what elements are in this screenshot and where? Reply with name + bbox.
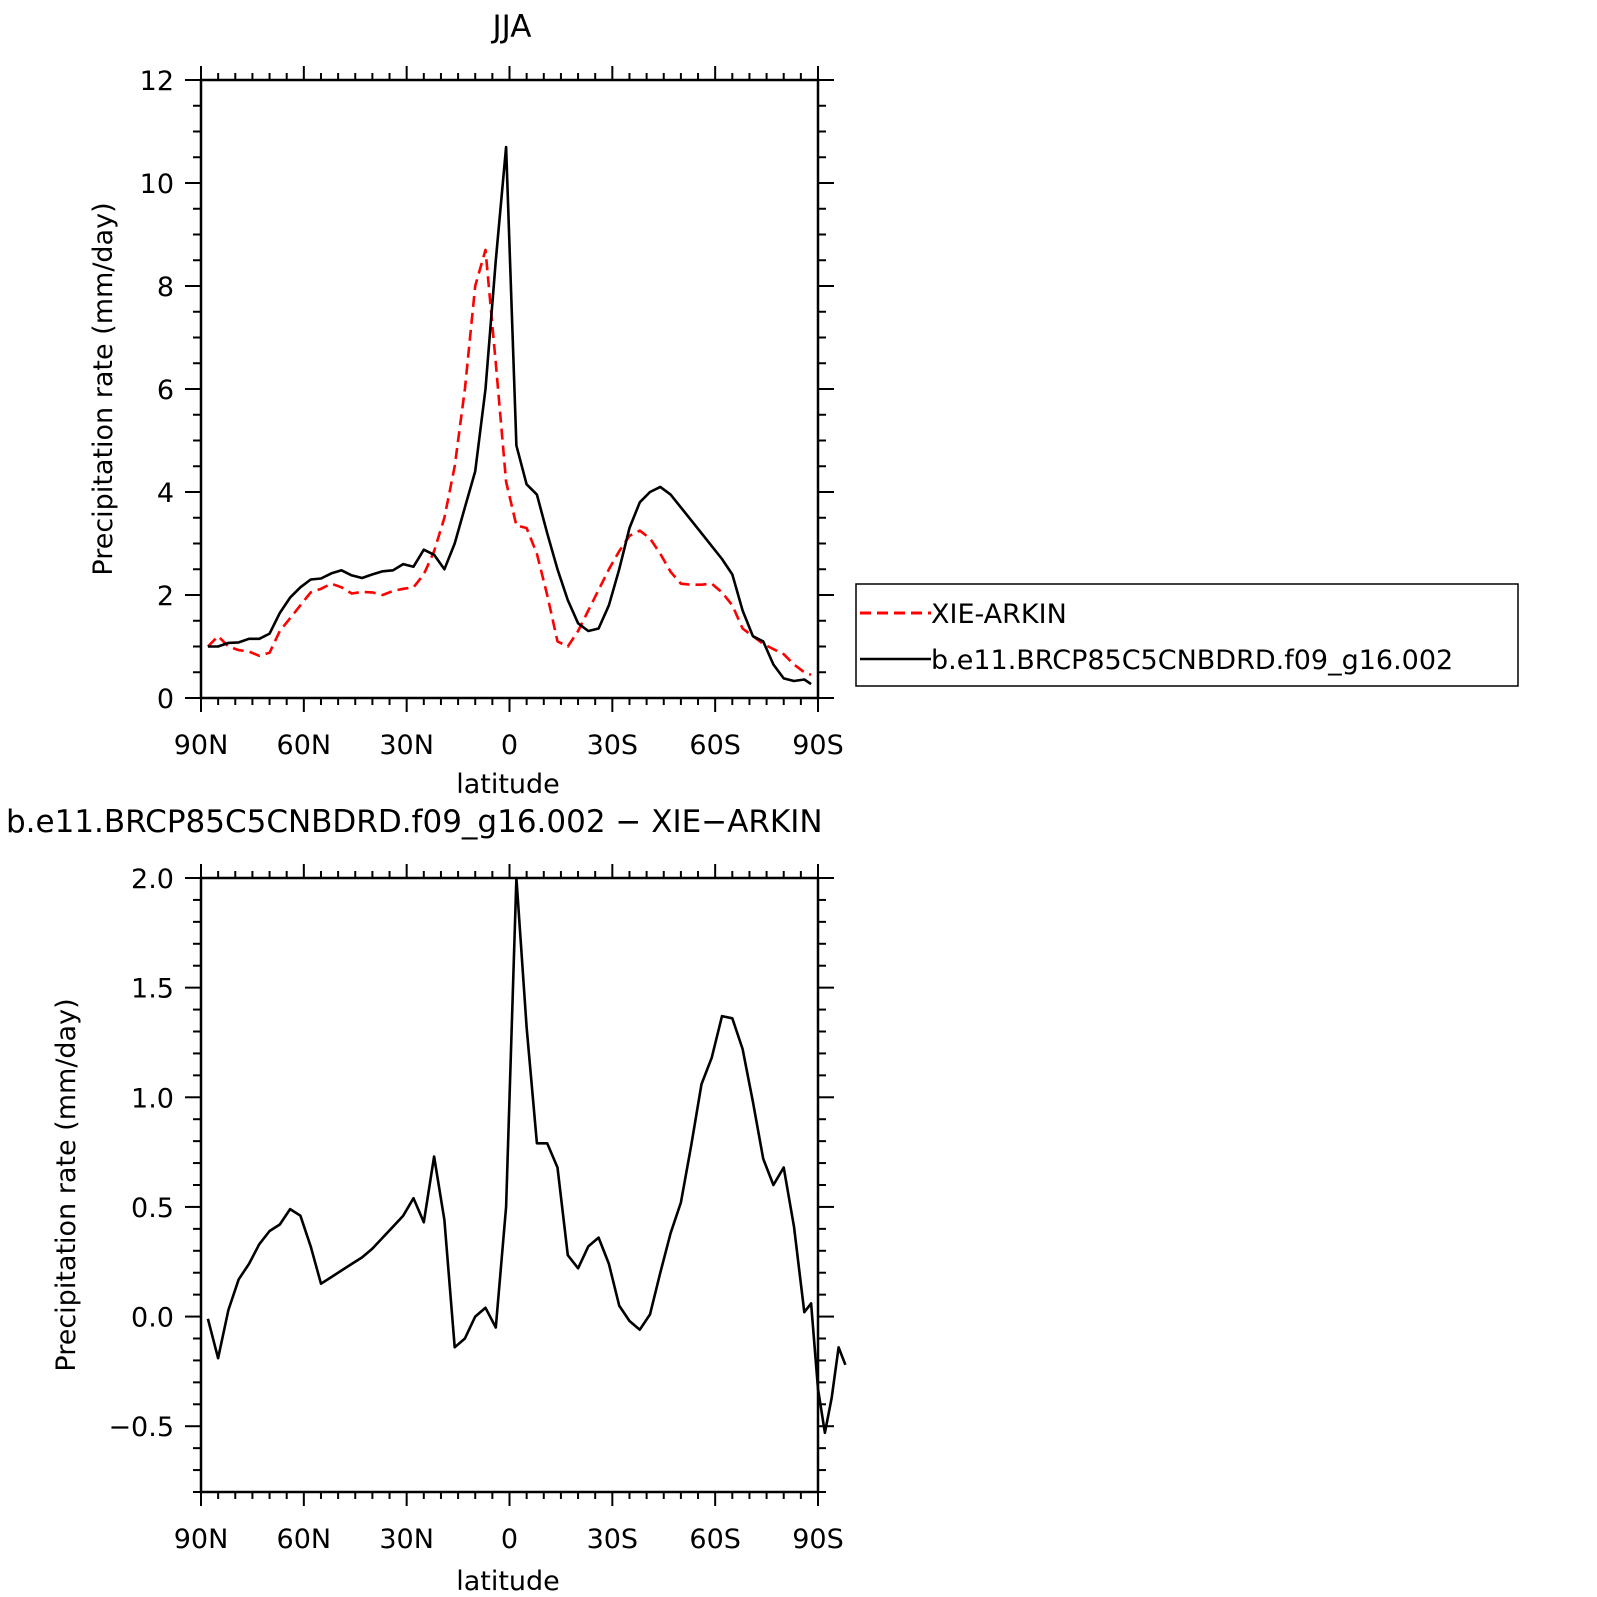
top-y-tick-label: 12	[140, 66, 174, 97]
top-y-tick-label: 4	[157, 478, 174, 509]
top-panel: JJA 90N 60N 30N 0 30S 60S 90S 0 2 4 6 8 10 12 latitu…	[88, 9, 1519, 800]
top-y-tick-label: 2	[157, 581, 174, 612]
bottom-y-tick-labels: −0.5 0.0 0.5 1.0 1.5 2.0	[108, 864, 174, 1443]
bottom-x-tick-label: 90S	[792, 1524, 844, 1555]
top-series-line-1	[207, 145, 812, 686]
bottom-x-tick-label: 90N	[174, 1524, 229, 1555]
top-y-tick-labels: 0 2 4 6 8 10 12	[140, 66, 174, 715]
top-x-tick-labels: 90N 60N 30N 0 30S 60S 90S	[174, 730, 844, 761]
bottom-axis-ticks	[185, 864, 834, 1506]
top-x-tick-label: 60S	[689, 730, 741, 761]
top-x-tick-label: 90N	[174, 730, 229, 761]
bottom-series-line-0	[206, 876, 847, 1435]
top-x-tick-label: 0	[501, 730, 518, 761]
bottom-series-lines	[206, 876, 847, 1435]
top-x-tick-label: 30N	[379, 730, 434, 761]
top-y-tick-label: 6	[157, 375, 174, 406]
bottom-y-tick-label: 1.5	[131, 974, 174, 1005]
bottom-x-axis-title: latitude	[456, 1566, 560, 1597]
legend-box	[855, 583, 1519, 687]
bottom-x-tick-label: 60N	[277, 1524, 332, 1555]
top-x-axis-title: latitude	[456, 769, 560, 800]
legend-label-xie-arkin: XIE-ARKIN	[931, 599, 1067, 630]
top-series-line-0	[206, 248, 812, 677]
bottom-x-tick-label: 30N	[379, 1524, 434, 1555]
top-plot-frame	[199, 78, 820, 700]
bottom-panel: b.e11.BRCP85C5CNBDRD.f09_g16.002 − XIE−A…	[6, 804, 847, 1597]
top-y-tick-label: 10	[140, 169, 174, 200]
bottom-x-tick-labels: 90N 60N 30N 0 30S 60S 90S	[174, 1524, 844, 1555]
top-y-axis-title: Precipitation rate (mm/day)	[88, 202, 119, 575]
top-chart-title: JJA	[491, 9, 532, 45]
legend-label-model: b.e11.BRCP85C5CNBDRD.f09_g16.002	[931, 645, 1453, 676]
bottom-x-tick-label: 60S	[689, 1524, 741, 1555]
legend: XIE-ARKIN b.e11.BRCP85C5CNBDRD.f09_g16.0…	[855, 583, 1519, 687]
bottom-y-tick-label: −0.5	[108, 1412, 174, 1443]
bottom-x-tick-label: 30S	[587, 1524, 639, 1555]
bottom-y-axis-title: Precipitation rate (mm/day)	[51, 998, 82, 1371]
bottom-plot-frame	[199, 876, 820, 1494]
top-x-tick-label: 30S	[587, 730, 639, 761]
top-axis-ticks	[185, 66, 834, 712]
bottom-x-tick-label: 0	[501, 1524, 518, 1555]
bottom-y-tick-label: 1.0	[131, 1083, 174, 1114]
top-y-tick-label: 8	[157, 272, 174, 303]
bottom-chart-title: b.e11.BRCP85C5CNBDRD.f09_g16.002 − XIE−A…	[6, 804, 823, 840]
top-x-tick-label: 60N	[277, 730, 332, 761]
bottom-y-tick-label: 0.5	[131, 1193, 174, 1224]
bottom-y-tick-label: 2.0	[131, 864, 174, 895]
top-y-tick-label: 0	[157, 684, 174, 715]
top-x-tick-label: 90S	[792, 730, 844, 761]
top-series-lines	[206, 145, 812, 686]
bottom-y-tick-label: 0.0	[131, 1303, 174, 1334]
